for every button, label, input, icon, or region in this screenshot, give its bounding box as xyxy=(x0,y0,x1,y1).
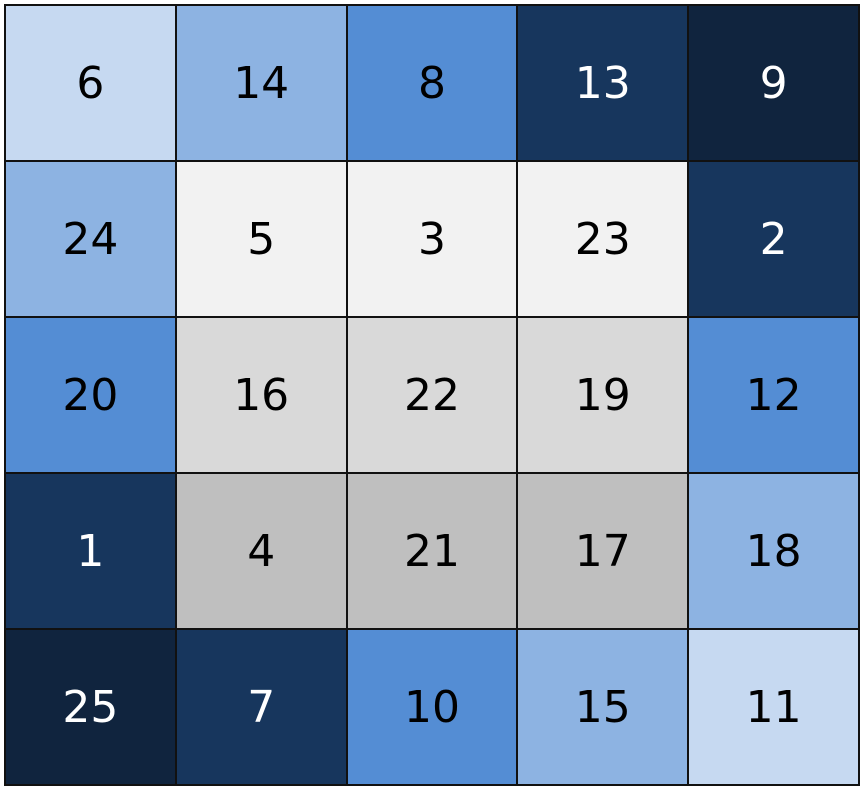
grid-cell: 23 xyxy=(518,162,688,316)
grid-cell: 14 xyxy=(176,6,346,160)
grid-cell: 3 xyxy=(347,162,517,316)
grid-cell: 8 xyxy=(347,6,517,160)
grid-cell: 20 xyxy=(6,318,175,472)
grid-cell: 7 xyxy=(176,630,346,784)
grid-cell: 21 xyxy=(347,474,517,628)
grid-cell: 17 xyxy=(518,474,688,628)
grid-cell: 13 xyxy=(518,6,688,160)
grid-cell: 12 xyxy=(689,318,858,472)
grid-cell: 19 xyxy=(518,318,688,472)
grid-cell: 11 xyxy=(689,630,858,784)
grid-cell: 16 xyxy=(176,318,346,472)
grid-cell: 6 xyxy=(6,6,175,160)
grid-cell: 4 xyxy=(176,474,346,628)
grid-cell: 15 xyxy=(518,630,688,784)
grid-cell: 5 xyxy=(176,162,346,316)
grid-cell: 22 xyxy=(347,318,517,472)
grid-cell: 18 xyxy=(689,474,858,628)
grid-cell: 9 xyxy=(689,6,858,160)
grid-cell: 2 xyxy=(689,162,858,316)
grid-cell: 24 xyxy=(6,162,175,316)
grid-cell: 1 xyxy=(6,474,175,628)
number-grid: 6 14 8 13 9 24 5 3 23 2 20 16 22 19 12 1 4 21 17 18 25 7 10 15 1… xyxy=(4,4,860,786)
grid-cell: 25 xyxy=(6,630,175,784)
grid-cell: 10 xyxy=(347,630,517,784)
